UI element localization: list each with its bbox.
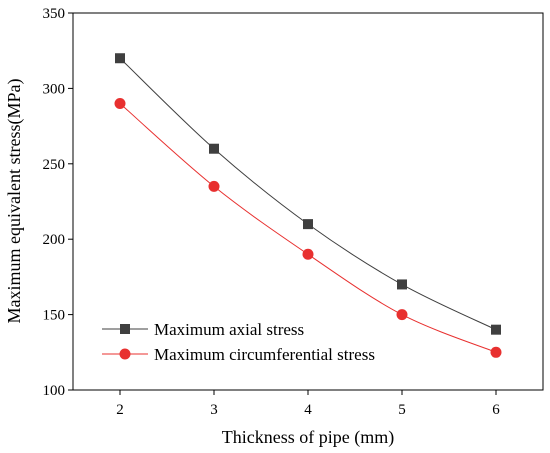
data-point bbox=[209, 143, 219, 154]
y-tick-label: 100 bbox=[43, 383, 66, 399]
data-point bbox=[208, 180, 220, 192]
series-line bbox=[119, 57, 497, 331]
data-point bbox=[396, 309, 408, 321]
x-axis-title: Thickness of pipe (mm) bbox=[222, 427, 394, 448]
plot-area bbox=[72, 12, 544, 391]
x-tick-label: 5 bbox=[398, 402, 406, 418]
legend-marker-axial bbox=[120, 324, 130, 334]
y-tick-label: 300 bbox=[43, 81, 66, 97]
y-tick-label: 150 bbox=[43, 308, 66, 324]
data-point bbox=[490, 346, 502, 358]
data-point bbox=[397, 279, 407, 290]
x-axis: 2 3 4 5 6 bbox=[116, 390, 500, 418]
data-point bbox=[302, 248, 314, 260]
series-circumferential bbox=[114, 97, 502, 358]
plot-border bbox=[72, 12, 544, 391]
legend-label-axial: Maximum axial stress bbox=[154, 320, 304, 339]
x-tick-label: 4 bbox=[304, 402, 312, 418]
y-tick-label: 250 bbox=[43, 157, 66, 173]
legend-marker-circumferential bbox=[119, 348, 131, 360]
legend: Maximum axial stress Maximum circumferen… bbox=[102, 320, 375, 364]
y-axis-title: Maximum equivalent stress(MPa) bbox=[4, 79, 25, 324]
data-point bbox=[115, 53, 125, 64]
x-tick-label: 6 bbox=[492, 402, 500, 418]
series-layer bbox=[114, 53, 502, 358]
y-tick-label: 200 bbox=[43, 232, 66, 248]
x-tick-label: 2 bbox=[116, 402, 124, 418]
data-point bbox=[491, 324, 501, 335]
data-point bbox=[114, 97, 126, 109]
y-axis: 100 150 200 250 300 350 bbox=[43, 6, 73, 399]
series-axial bbox=[115, 53, 501, 335]
data-point bbox=[303, 219, 313, 230]
legend-label-circumferential: Maximum circumferential stress bbox=[154, 345, 375, 364]
y-tick-label: 350 bbox=[43, 6, 66, 22]
x-tick-label: 3 bbox=[210, 402, 218, 418]
